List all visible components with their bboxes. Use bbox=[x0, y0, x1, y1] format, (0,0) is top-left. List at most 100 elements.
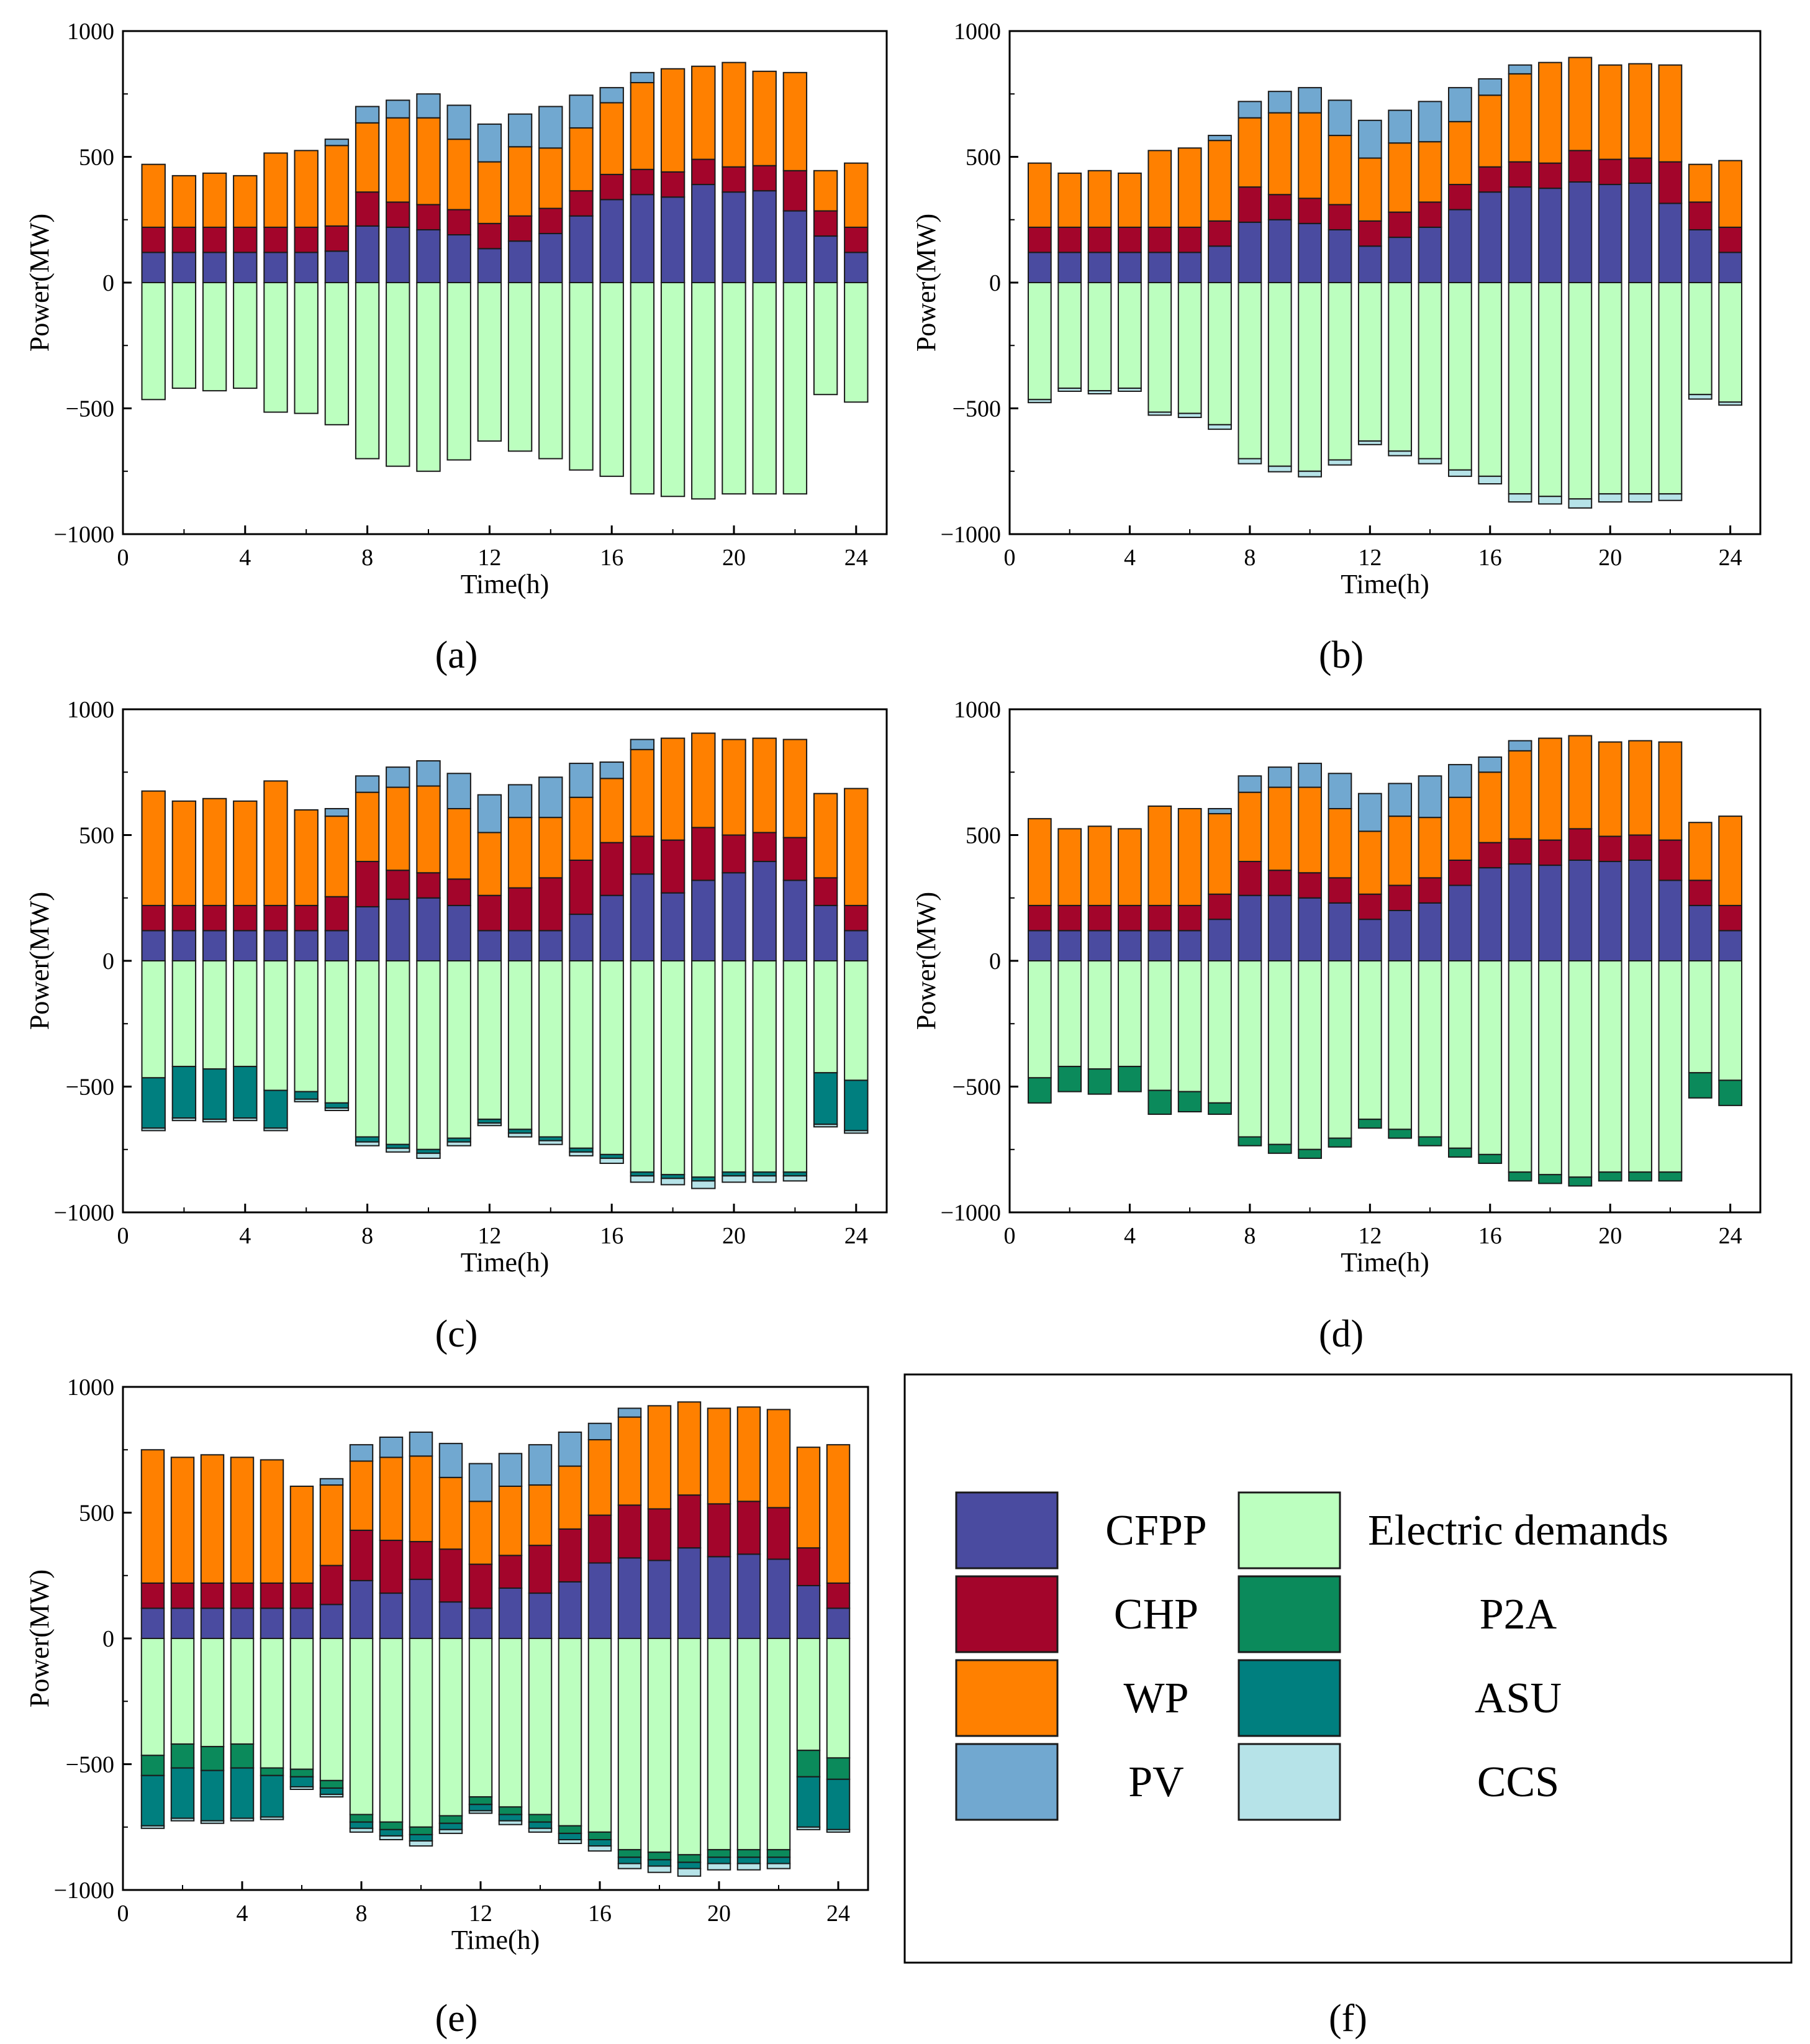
x-tick-label: 20 bbox=[722, 1223, 746, 1249]
x-tick-label: 12 bbox=[469, 1901, 492, 1927]
bar-pv-t12 bbox=[477, 123, 502, 163]
panel-a-label: (a) bbox=[435, 634, 478, 676]
bar-cfpp-t15 bbox=[569, 914, 594, 961]
bar-wp-t9 bbox=[386, 117, 410, 203]
bar-wp-t10 bbox=[1298, 786, 1322, 874]
bar-pv-t9 bbox=[1267, 91, 1292, 114]
bar-electric-demands-t24 bbox=[1718, 960, 1743, 1081]
bar-electric-demands-t12 bbox=[477, 282, 502, 442]
bar-cfpp-t19 bbox=[1568, 860, 1593, 961]
bar-pv-t9 bbox=[379, 1437, 404, 1458]
bar-chp-t3 bbox=[200, 1582, 225, 1609]
bar-chp-t14 bbox=[538, 207, 563, 235]
bar-electric-demands-t1 bbox=[141, 960, 166, 1079]
bar-cfpp-t24 bbox=[1718, 930, 1743, 962]
bar-wp-t23 bbox=[813, 170, 838, 212]
bar-p2a-t3 bbox=[200, 1746, 225, 1771]
bar-chp-t21 bbox=[736, 1501, 761, 1555]
bar-wp-t15 bbox=[1448, 120, 1472, 186]
y-tick-label: 1000 bbox=[954, 19, 1001, 45]
bar-chp-t23 bbox=[1688, 879, 1713, 906]
x-tick-label: 8 bbox=[1244, 545, 1256, 571]
legend-label-ccs: CCS bbox=[1477, 1758, 1559, 1806]
bar-cfpp-t8 bbox=[1238, 221, 1262, 283]
bar-pv-t16 bbox=[1478, 78, 1503, 96]
bar-chp-t7 bbox=[324, 225, 350, 252]
bar-p2a-t14 bbox=[1418, 1136, 1442, 1147]
bar-pv-t8 bbox=[349, 1444, 374, 1462]
bar-electric-demands-t14 bbox=[538, 960, 563, 1138]
bar-wp-t14 bbox=[1418, 141, 1442, 203]
bar-p2a-t23 bbox=[796, 1750, 821, 1778]
bar-electric-demands-t11 bbox=[1328, 960, 1352, 1139]
bar-wp-t21 bbox=[752, 70, 777, 166]
bar-wp-t1 bbox=[141, 790, 166, 906]
bar-wp-t16 bbox=[1478, 771, 1503, 843]
bar-cfpp-t16 bbox=[587, 1562, 612, 1639]
bar-electric-demands-t20 bbox=[1598, 282, 1622, 495]
bar-wp-t18 bbox=[660, 737, 686, 841]
bar-cfpp-t15 bbox=[1448, 209, 1472, 283]
bar-wp-t12 bbox=[468, 1501, 493, 1565]
bar-electric-demands-t4 bbox=[233, 960, 258, 1068]
bar-wp-t3 bbox=[200, 1454, 225, 1584]
bar-cfpp-t5 bbox=[263, 252, 288, 283]
bar-chp-t13 bbox=[1388, 884, 1413, 911]
bar-pv-t12 bbox=[1357, 793, 1382, 832]
bar-ccs-t11 bbox=[438, 1828, 463, 1834]
bar-ccs-t18 bbox=[660, 1178, 686, 1186]
bar-ccs-t13 bbox=[498, 1820, 523, 1825]
panel-e-y-axis-label: Power(MW) bbox=[24, 1569, 55, 1707]
bar-p2a-t12 bbox=[1357, 1119, 1382, 1129]
bar-p2a-t1 bbox=[1027, 1077, 1052, 1104]
bar-asu-t3 bbox=[202, 1068, 227, 1120]
bar-electric-demands-t15 bbox=[1448, 960, 1472, 1149]
bar-asu-t23 bbox=[796, 1776, 821, 1828]
bar-p2a-t8 bbox=[1238, 1136, 1262, 1147]
bar-asu-t4 bbox=[230, 1767, 255, 1819]
panel-e-bars bbox=[140, 1401, 851, 1877]
bar-chp-t18 bbox=[1538, 162, 1562, 189]
bar-asu-t3 bbox=[200, 1769, 225, 1822]
panel-e-y-axis: −1000 −500 0 500 1000 bbox=[54, 1374, 132, 1904]
bar-electric-demands-t23 bbox=[813, 960, 838, 1074]
bar-wp-t8 bbox=[355, 791, 380, 863]
bar-wp-t15 bbox=[569, 796, 594, 861]
bar-pv-t10 bbox=[1298, 87, 1322, 114]
bar-cfpp-t8 bbox=[355, 225, 380, 284]
bar-chp-t18 bbox=[647, 1508, 672, 1561]
x-tick-label: 24 bbox=[1719, 1223, 1742, 1249]
bar-wp-t21 bbox=[736, 1406, 761, 1502]
bar-chp-t23 bbox=[813, 877, 838, 906]
y-tick-label: −1000 bbox=[941, 1200, 1001, 1226]
bar-asu-t5 bbox=[263, 1089, 288, 1129]
bar-wp-t7 bbox=[324, 815, 350, 897]
bar-electric-demands-t19 bbox=[677, 1638, 702, 1856]
bar-cfpp-t7 bbox=[1208, 245, 1232, 283]
y-tick-label: 0 bbox=[989, 270, 1001, 296]
bar-cfpp-t12 bbox=[477, 930, 502, 962]
bar-electric-demands-t6 bbox=[1177, 960, 1202, 1092]
bar-wp-t10 bbox=[1298, 112, 1322, 199]
bar-pv-t9 bbox=[1267, 766, 1292, 788]
bar-electric-demands-t20 bbox=[707, 1638, 731, 1851]
bar-cfpp-t3 bbox=[202, 930, 227, 962]
panel-b-bars bbox=[1027, 57, 1743, 509]
bar-electric-demands-t9 bbox=[386, 960, 410, 1145]
bar-asu-t14 bbox=[528, 1821, 553, 1829]
x-tick-label: 4 bbox=[1124, 1223, 1136, 1249]
bar-cfpp-t4 bbox=[233, 930, 258, 962]
bar-pv-t7 bbox=[324, 139, 350, 147]
panel-d-x-axis-label: Time(h) bbox=[1341, 1247, 1429, 1278]
bar-wp-t14 bbox=[528, 1484, 553, 1547]
bar-electric-demands-t18 bbox=[1538, 282, 1562, 497]
bar-asu-t8 bbox=[355, 1136, 380, 1143]
bar-wp-t13 bbox=[1388, 815, 1413, 886]
bar-cfpp-t9 bbox=[1267, 219, 1292, 283]
bar-p2a-t6 bbox=[289, 1768, 314, 1778]
bar-pv-t16 bbox=[599, 87, 624, 104]
bar-electric-demands-t21 bbox=[1628, 960, 1652, 1173]
x-tick-label: 16 bbox=[600, 1223, 623, 1249]
bar-chp-t9 bbox=[1267, 870, 1292, 896]
bar-wp-t17 bbox=[1508, 73, 1532, 163]
